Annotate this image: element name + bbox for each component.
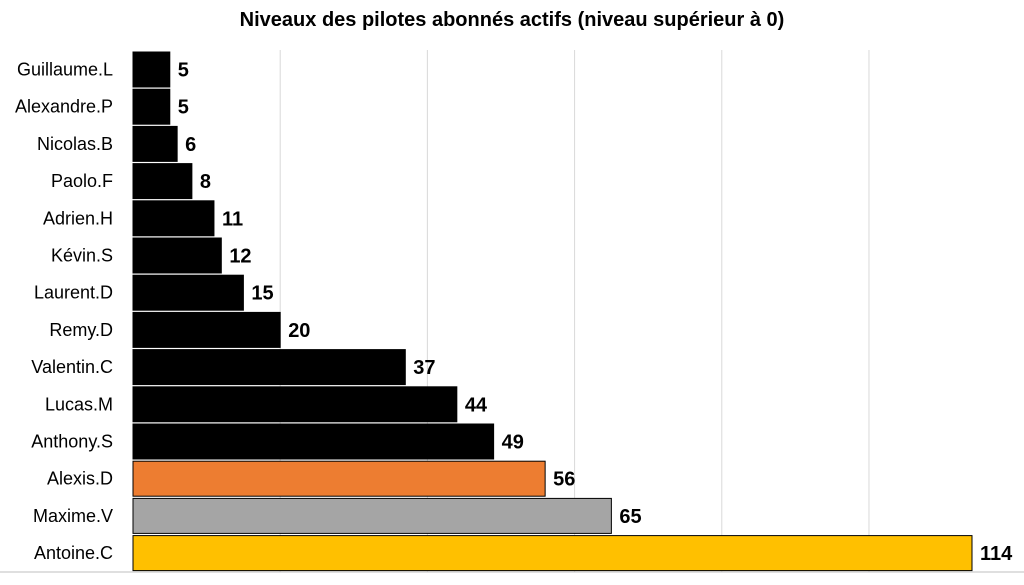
bar	[132, 497, 612, 534]
category-label: Maxime.V	[33, 506, 113, 526]
data-label: 65	[619, 506, 641, 528]
data-label: 5	[178, 60, 189, 82]
bar	[132, 460, 546, 497]
data-label: 44	[465, 394, 488, 416]
category-label: Laurent.D	[34, 283, 113, 303]
data-label: 6	[185, 134, 196, 156]
bar	[132, 535, 973, 572]
category-label: Lucas.M	[45, 394, 113, 414]
category-label: Nicolas.B	[37, 134, 113, 154]
category-label: Guillaume.L	[17, 60, 113, 80]
data-label: 11	[222, 208, 243, 230]
data-label: 15	[251, 283, 273, 305]
data-label: 12	[229, 246, 251, 268]
category-label: Alexis.D	[47, 469, 113, 489]
bar	[132, 386, 458, 423]
category-label: Anthony.S	[31, 432, 113, 452]
data-label: 20	[288, 320, 310, 342]
category-label: Kévin.S	[51, 246, 113, 266]
bar	[132, 163, 193, 200]
bar	[132, 237, 222, 274]
category-label: Antoine.C	[34, 543, 113, 563]
bar	[132, 349, 406, 386]
data-label: 8	[200, 171, 211, 193]
data-label: 114	[980, 543, 1013, 565]
chart-title: Niveaux des pilotes abonnés actifs (nive…	[239, 9, 785, 31]
bar	[132, 274, 244, 311]
bar	[132, 88, 171, 125]
bar	[132, 423, 495, 460]
data-label: 5	[178, 97, 189, 119]
category-label: Alexandre.P	[15, 97, 113, 117]
category-label: Valentin.C	[31, 357, 113, 377]
bar	[132, 311, 281, 348]
data-label: 56	[553, 469, 575, 491]
bar	[132, 51, 171, 88]
bar	[132, 200, 215, 237]
category-label: Remy.D	[49, 320, 113, 340]
data-label: 49	[502, 432, 524, 454]
data-label: 37	[413, 357, 435, 379]
category-label: Paolo.F	[51, 171, 113, 191]
bar	[132, 125, 178, 162]
category-label: Adrien.H	[43, 208, 113, 228]
